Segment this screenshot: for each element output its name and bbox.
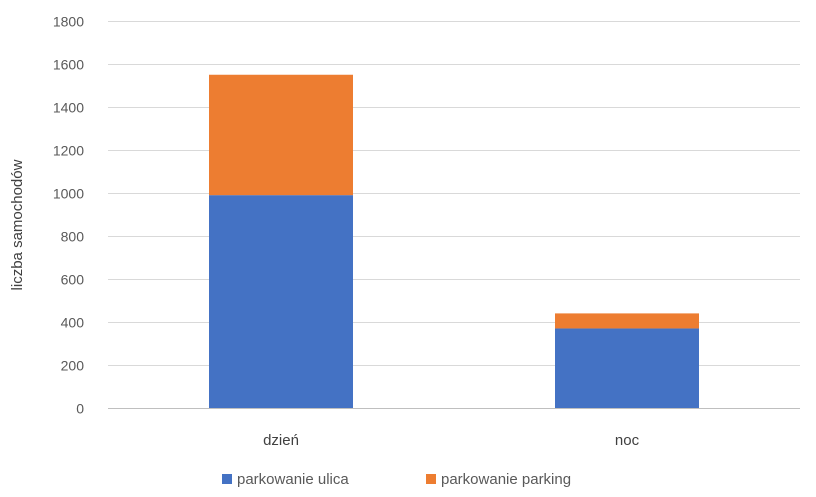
y-tick-label: 1400: [53, 100, 84, 116]
y-tick-label: 0: [76, 401, 84, 417]
y-tick-label: 600: [61, 272, 85, 288]
legend: parkowanie ulica parkowanie parking: [222, 471, 571, 488]
y-tick-label: 1200: [53, 143, 84, 159]
bar-segment: [555, 313, 699, 329]
y-tick-label: 400: [61, 315, 85, 331]
bars: [209, 74, 699, 408]
legend-swatch: [222, 474, 232, 484]
x-axis-categories: dzień noc: [263, 432, 640, 449]
legend-label: parkowanie parking: [441, 471, 571, 488]
y-tick-label: 1600: [53, 57, 84, 73]
legend-swatch: [426, 474, 436, 484]
y-tick-label: 1000: [53, 186, 84, 202]
y-tick-label: 800: [61, 229, 85, 245]
y-tick-label: 200: [61, 358, 85, 374]
bar-segment: [555, 328, 699, 408]
y-axis-ticks: 0 200 400 600 800 1000 1200 1400 1600 1800: [53, 14, 84, 417]
legend-label: parkowanie ulica: [237, 471, 349, 488]
y-axis-label: liczba samochodów: [9, 159, 26, 290]
bar-segment: [209, 74, 353, 196]
y-tick-label: 1800: [53, 14, 84, 30]
x-category-label: dzień: [263, 432, 299, 449]
x-category-label: noc: [615, 432, 640, 449]
bar-segment: [209, 195, 353, 408]
